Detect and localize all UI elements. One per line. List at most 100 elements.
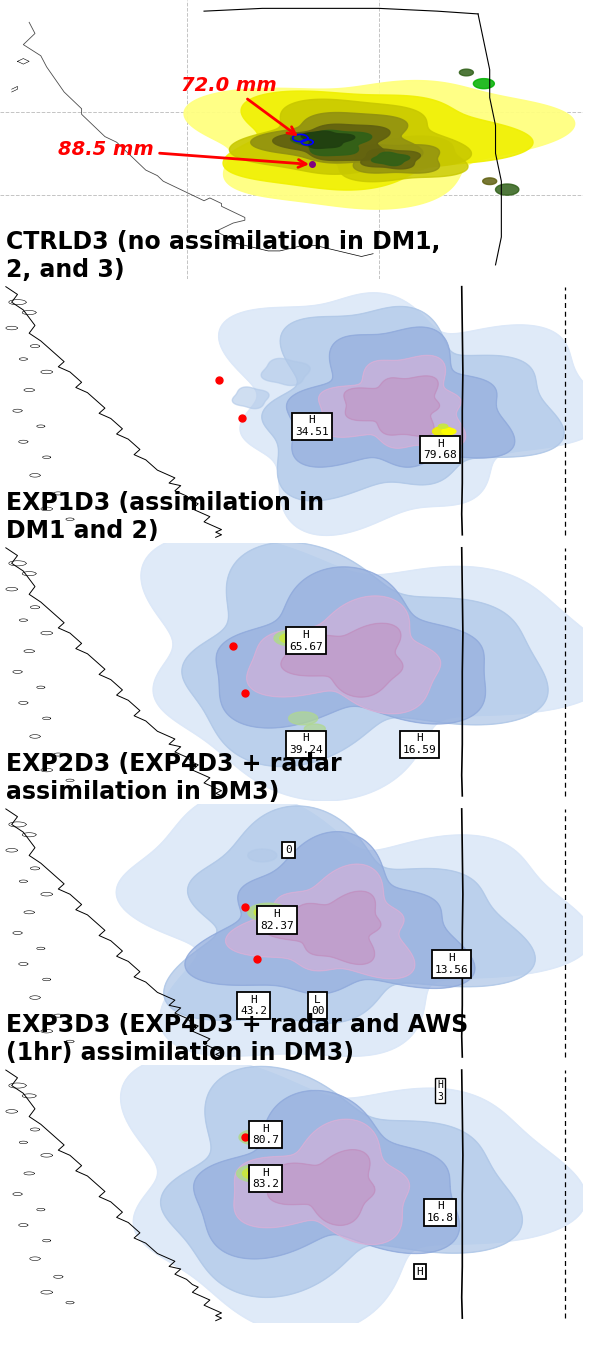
Polygon shape [273,124,390,160]
Polygon shape [163,806,535,1023]
Polygon shape [53,1276,63,1278]
Polygon shape [43,717,50,719]
Polygon shape [19,358,28,360]
Polygon shape [19,1141,28,1144]
Polygon shape [19,702,28,704]
Polygon shape [53,753,63,756]
Polygon shape [225,864,415,979]
Polygon shape [361,150,421,169]
Text: 88.5 mm: 88.5 mm [58,140,306,167]
Polygon shape [13,1193,22,1195]
Polygon shape [41,507,52,511]
Polygon shape [442,428,456,434]
Polygon shape [41,631,52,635]
Polygon shape [9,821,26,827]
Polygon shape [185,832,475,994]
Polygon shape [31,866,40,870]
Polygon shape [13,670,22,673]
Polygon shape [22,1093,36,1098]
Polygon shape [248,1170,265,1178]
Polygon shape [288,711,318,725]
Text: H
79.68: H 79.68 [423,439,457,460]
Polygon shape [37,1208,45,1210]
Polygon shape [243,1167,270,1179]
Text: L
00: L 00 [311,994,325,1016]
Polygon shape [160,1066,522,1297]
Polygon shape [459,69,474,76]
Polygon shape [19,880,28,883]
Polygon shape [287,634,301,641]
Polygon shape [234,1119,409,1244]
Polygon shape [239,1130,274,1145]
Polygon shape [22,832,36,836]
Polygon shape [43,1239,50,1242]
Polygon shape [19,963,28,966]
Polygon shape [6,588,17,592]
Polygon shape [66,1040,74,1043]
Polygon shape [30,473,40,477]
Polygon shape [438,424,448,428]
Polygon shape [6,1110,17,1114]
Polygon shape [261,359,310,385]
Polygon shape [41,1030,52,1034]
Polygon shape [30,996,40,1000]
Text: H
13.56: H 13.56 [435,953,469,975]
Polygon shape [483,178,496,185]
Polygon shape [263,891,381,964]
Polygon shape [19,441,28,443]
Polygon shape [280,634,303,643]
Text: EXP2D3 (EXP4D3 + radar
assimilation in DM3): EXP2D3 (EXP4D3 + radar assimilation in D… [6,752,341,804]
Polygon shape [254,906,282,918]
Text: 0: 0 [285,846,292,855]
Polygon shape [184,80,575,209]
Polygon shape [248,849,277,862]
Polygon shape [41,892,52,896]
Polygon shape [301,131,355,148]
Polygon shape [24,650,34,653]
Polygon shape [66,779,74,782]
Polygon shape [43,456,50,458]
Polygon shape [66,518,74,521]
Polygon shape [116,792,592,1057]
Polygon shape [9,1083,26,1088]
Text: EXP3D3 (EXP4D3 + radar and AWS
(1hr) assimilation in DM3): EXP3D3 (EXP4D3 + radar and AWS (1hr) ass… [6,1013,468,1065]
Text: H
34.51: H 34.51 [295,415,329,437]
Polygon shape [121,1055,586,1336]
Text: H: H [416,1266,423,1277]
Polygon shape [230,99,471,174]
Polygon shape [24,911,34,914]
Polygon shape [31,344,40,348]
Polygon shape [22,310,36,314]
Text: H
3: H 3 [437,1080,443,1102]
Text: CTRLD3 (no assimilation in DM1,
2, and 3): CTRLD3 (no assimilation in DM1, 2, and 3… [6,230,440,282]
Polygon shape [245,1132,268,1142]
Text: H
16.8: H 16.8 [427,1201,454,1223]
Polygon shape [41,1153,52,1157]
Polygon shape [19,619,28,622]
Polygon shape [53,492,63,495]
Polygon shape [13,932,22,934]
Text: H
65.67: H 65.67 [289,630,323,651]
Text: H
39.24: H 39.24 [289,733,323,755]
Polygon shape [291,131,371,155]
Text: H
83.2: H 83.2 [252,1168,279,1190]
Polygon shape [22,571,36,575]
Polygon shape [274,631,309,646]
Polygon shape [9,299,26,305]
Polygon shape [41,370,52,374]
Polygon shape [262,306,564,500]
Polygon shape [30,734,40,738]
Polygon shape [24,1172,34,1175]
Polygon shape [251,113,423,163]
Polygon shape [216,567,486,728]
Polygon shape [182,543,548,767]
Polygon shape [31,1127,40,1132]
Polygon shape [247,596,441,714]
Polygon shape [37,947,45,949]
Polygon shape [43,978,50,981]
Polygon shape [41,768,52,772]
Polygon shape [233,388,269,408]
Polygon shape [19,1224,28,1227]
Polygon shape [30,1257,40,1261]
Polygon shape [287,326,515,468]
